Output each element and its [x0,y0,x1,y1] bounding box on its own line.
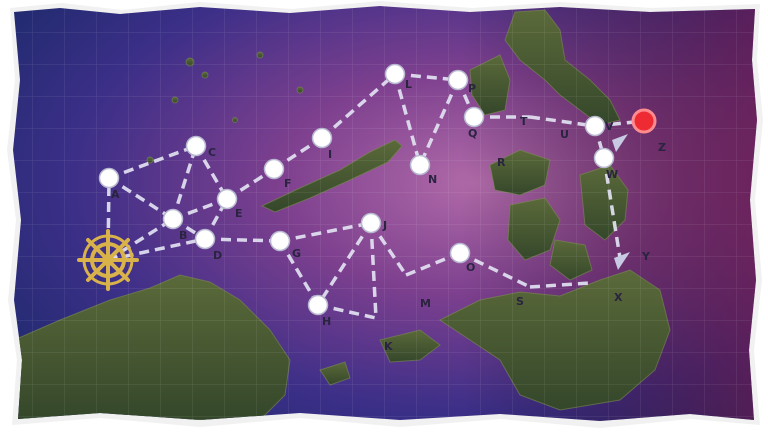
node-label-d: D [213,249,222,262]
route-node-e[interactable] [216,188,238,210]
node-label-t: T [520,115,528,128]
node-label-r: R [497,156,506,169]
node-label-u: U [560,128,569,141]
route-node-c[interactable] [185,135,207,157]
node-label-x: X [614,291,623,304]
route-line-t-v [529,115,596,128]
route-node-d[interactable] [194,228,216,250]
route-line-o-s [459,251,531,289]
node-label-z: Z [658,141,666,154]
route-line-a-b [108,176,174,221]
route-nodes [98,63,657,316]
node-labels: A B C D E F G H I J K L M N O P Q R S T U V W X Y Z [111,78,666,353]
node-label-c: C [208,146,216,159]
route-node-q[interactable] [463,106,485,128]
route-node-n[interactable] [409,154,431,176]
route-line-s-x [529,281,591,289]
node-label-f: F [284,177,292,190]
node-label-g: G [292,247,301,260]
node-label-l: L [405,78,412,91]
route-line-l-p [394,72,459,82]
route-line-start-a [106,177,111,261]
route-node-l[interactable] [384,63,406,85]
node-label-h: H [322,315,331,328]
fleet-start-compass-icon[interactable] [77,229,139,291]
route-node-j[interactable] [360,212,382,234]
route-node-g[interactable] [269,230,291,252]
node-label-e: E [235,207,243,220]
route-node-o[interactable] [449,242,471,264]
node-label-s: S [516,295,524,308]
node-label-p: P [468,82,476,95]
node-label-i: I [328,148,332,161]
route-line-start-b [107,217,174,262]
node-label-q: Q [468,127,477,140]
route-node-v[interactable] [584,115,606,137]
route-node-a[interactable] [98,167,120,189]
route-line-w-y [602,157,622,259]
node-label-o: O [466,261,475,274]
route-line-b-c [171,145,198,220]
node-label-a: A [111,188,120,201]
node-label-w: W [606,168,618,181]
route-node-b[interactable] [162,208,184,230]
node-label-j: J [382,219,387,232]
route-line-j-h [316,222,373,306]
node-label-v: V [605,120,614,133]
route-node-w[interactable] [593,147,615,169]
node-label-n: N [428,173,437,186]
node-label-m: M [420,297,431,310]
route-line-i-l [320,72,397,140]
route-node-i[interactable] [311,127,333,149]
node-label-b: B [179,229,187,242]
route-line-j-m [369,222,408,276]
route-node-p[interactable] [447,69,469,91]
node-label-y: Y [641,250,651,263]
route-node-h[interactable] [307,294,329,316]
node-label-k: K [384,340,393,353]
route-line-d-g [204,237,281,243]
route-line-g-h [278,240,320,306]
boss-node-z[interactable] [631,108,657,134]
route-arrow-icon [614,252,630,270]
route-arrow-icon [612,134,628,152]
route-node-f[interactable] [263,158,285,180]
